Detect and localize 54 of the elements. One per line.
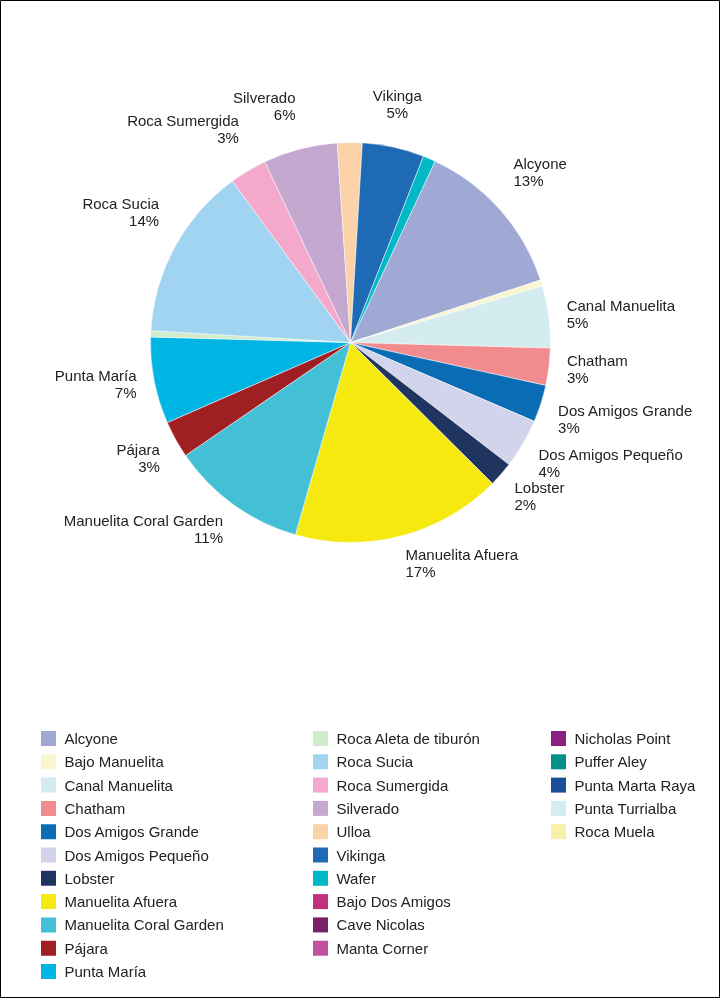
slice-label: Pájara <box>116 441 161 459</box>
data-label: 11% <box>194 529 223 547</box>
legend-label: Cave Nicolas <box>336 916 425 934</box>
slice-label: Manuelita Coral Garden <box>63 512 223 530</box>
legend-label: Punta Marta Raya <box>574 776 697 794</box>
legend-label: Pájara <box>64 939 109 957</box>
legend-label: Punta Turrialba <box>574 799 677 817</box>
legend-label: Manta Corner <box>336 939 429 957</box>
data-label: 3% <box>566 369 589 387</box>
data-label: 3% <box>558 419 580 437</box>
legend-label: Nicholas Point <box>574 730 672 747</box>
legend-label: Dos Amigos Pequeño <box>64 846 209 864</box>
legend-label: Bajo Dos Amigos <box>336 893 451 911</box>
data-label: 6% <box>273 105 296 123</box>
legend-label: Roca Sumergida <box>336 776 449 794</box>
data-label: 13% <box>513 171 544 189</box>
slice-label: Dos Amigos Pequeño <box>538 445 683 463</box>
slice-label: Vikinga <box>372 86 423 104</box>
slice-label: Lobster <box>514 479 565 497</box>
slice-label: Alcyone <box>513 154 567 172</box>
slice-label: Chatham <box>566 352 628 370</box>
legend-label: Bajo Manuelita <box>64 753 165 771</box>
slice-label: Dos Amigos Grande <box>558 402 693 420</box>
data-label: 4% <box>538 462 561 480</box>
slice-label: Roca Sumergida <box>127 112 240 130</box>
legend-label: Roca Sucia <box>336 753 414 771</box>
legend-label: Silverado <box>336 799 400 817</box>
data-label: 14% <box>129 212 160 230</box>
legend-label: Canal Manuelita <box>64 776 174 794</box>
legend-label: Dos Amigos Grande <box>64 823 199 841</box>
slice-label: Punta María <box>54 367 138 385</box>
legend-label: Manuelita Coral Garden <box>64 916 224 934</box>
data-label: 3% <box>217 129 239 147</box>
legend-label: Punta María <box>64 963 147 980</box>
data-label: 3% <box>138 458 160 476</box>
slice-label: Manuelita Afuera <box>405 546 519 564</box>
legend-label: Alcyone <box>64 730 118 747</box>
slice-label: Roca Sucia <box>82 195 160 213</box>
data-label: 5% <box>566 314 589 332</box>
legend-label: Lobster <box>64 869 115 887</box>
data-label: 5% <box>386 103 409 121</box>
legend-label: Roca Aleta de tiburón <box>336 730 480 747</box>
legend-label: Wafer <box>336 869 376 887</box>
legend-label: Manuelita Afuera <box>64 893 178 911</box>
slice-label: Silverado <box>233 88 296 106</box>
slice-label: Canal Manuelita <box>566 297 676 315</box>
legend-label: Vikinga <box>336 846 387 864</box>
data-label: 7% <box>114 384 137 402</box>
data-label: 2% <box>514 496 537 514</box>
legend-label: Ulloa <box>336 823 372 841</box>
legend-label: Puffer Aley <box>574 753 648 771</box>
data-label: 17% <box>405 563 436 581</box>
legend-label: Chatham <box>64 799 126 817</box>
legend-label: Roca Muela <box>574 823 656 841</box>
